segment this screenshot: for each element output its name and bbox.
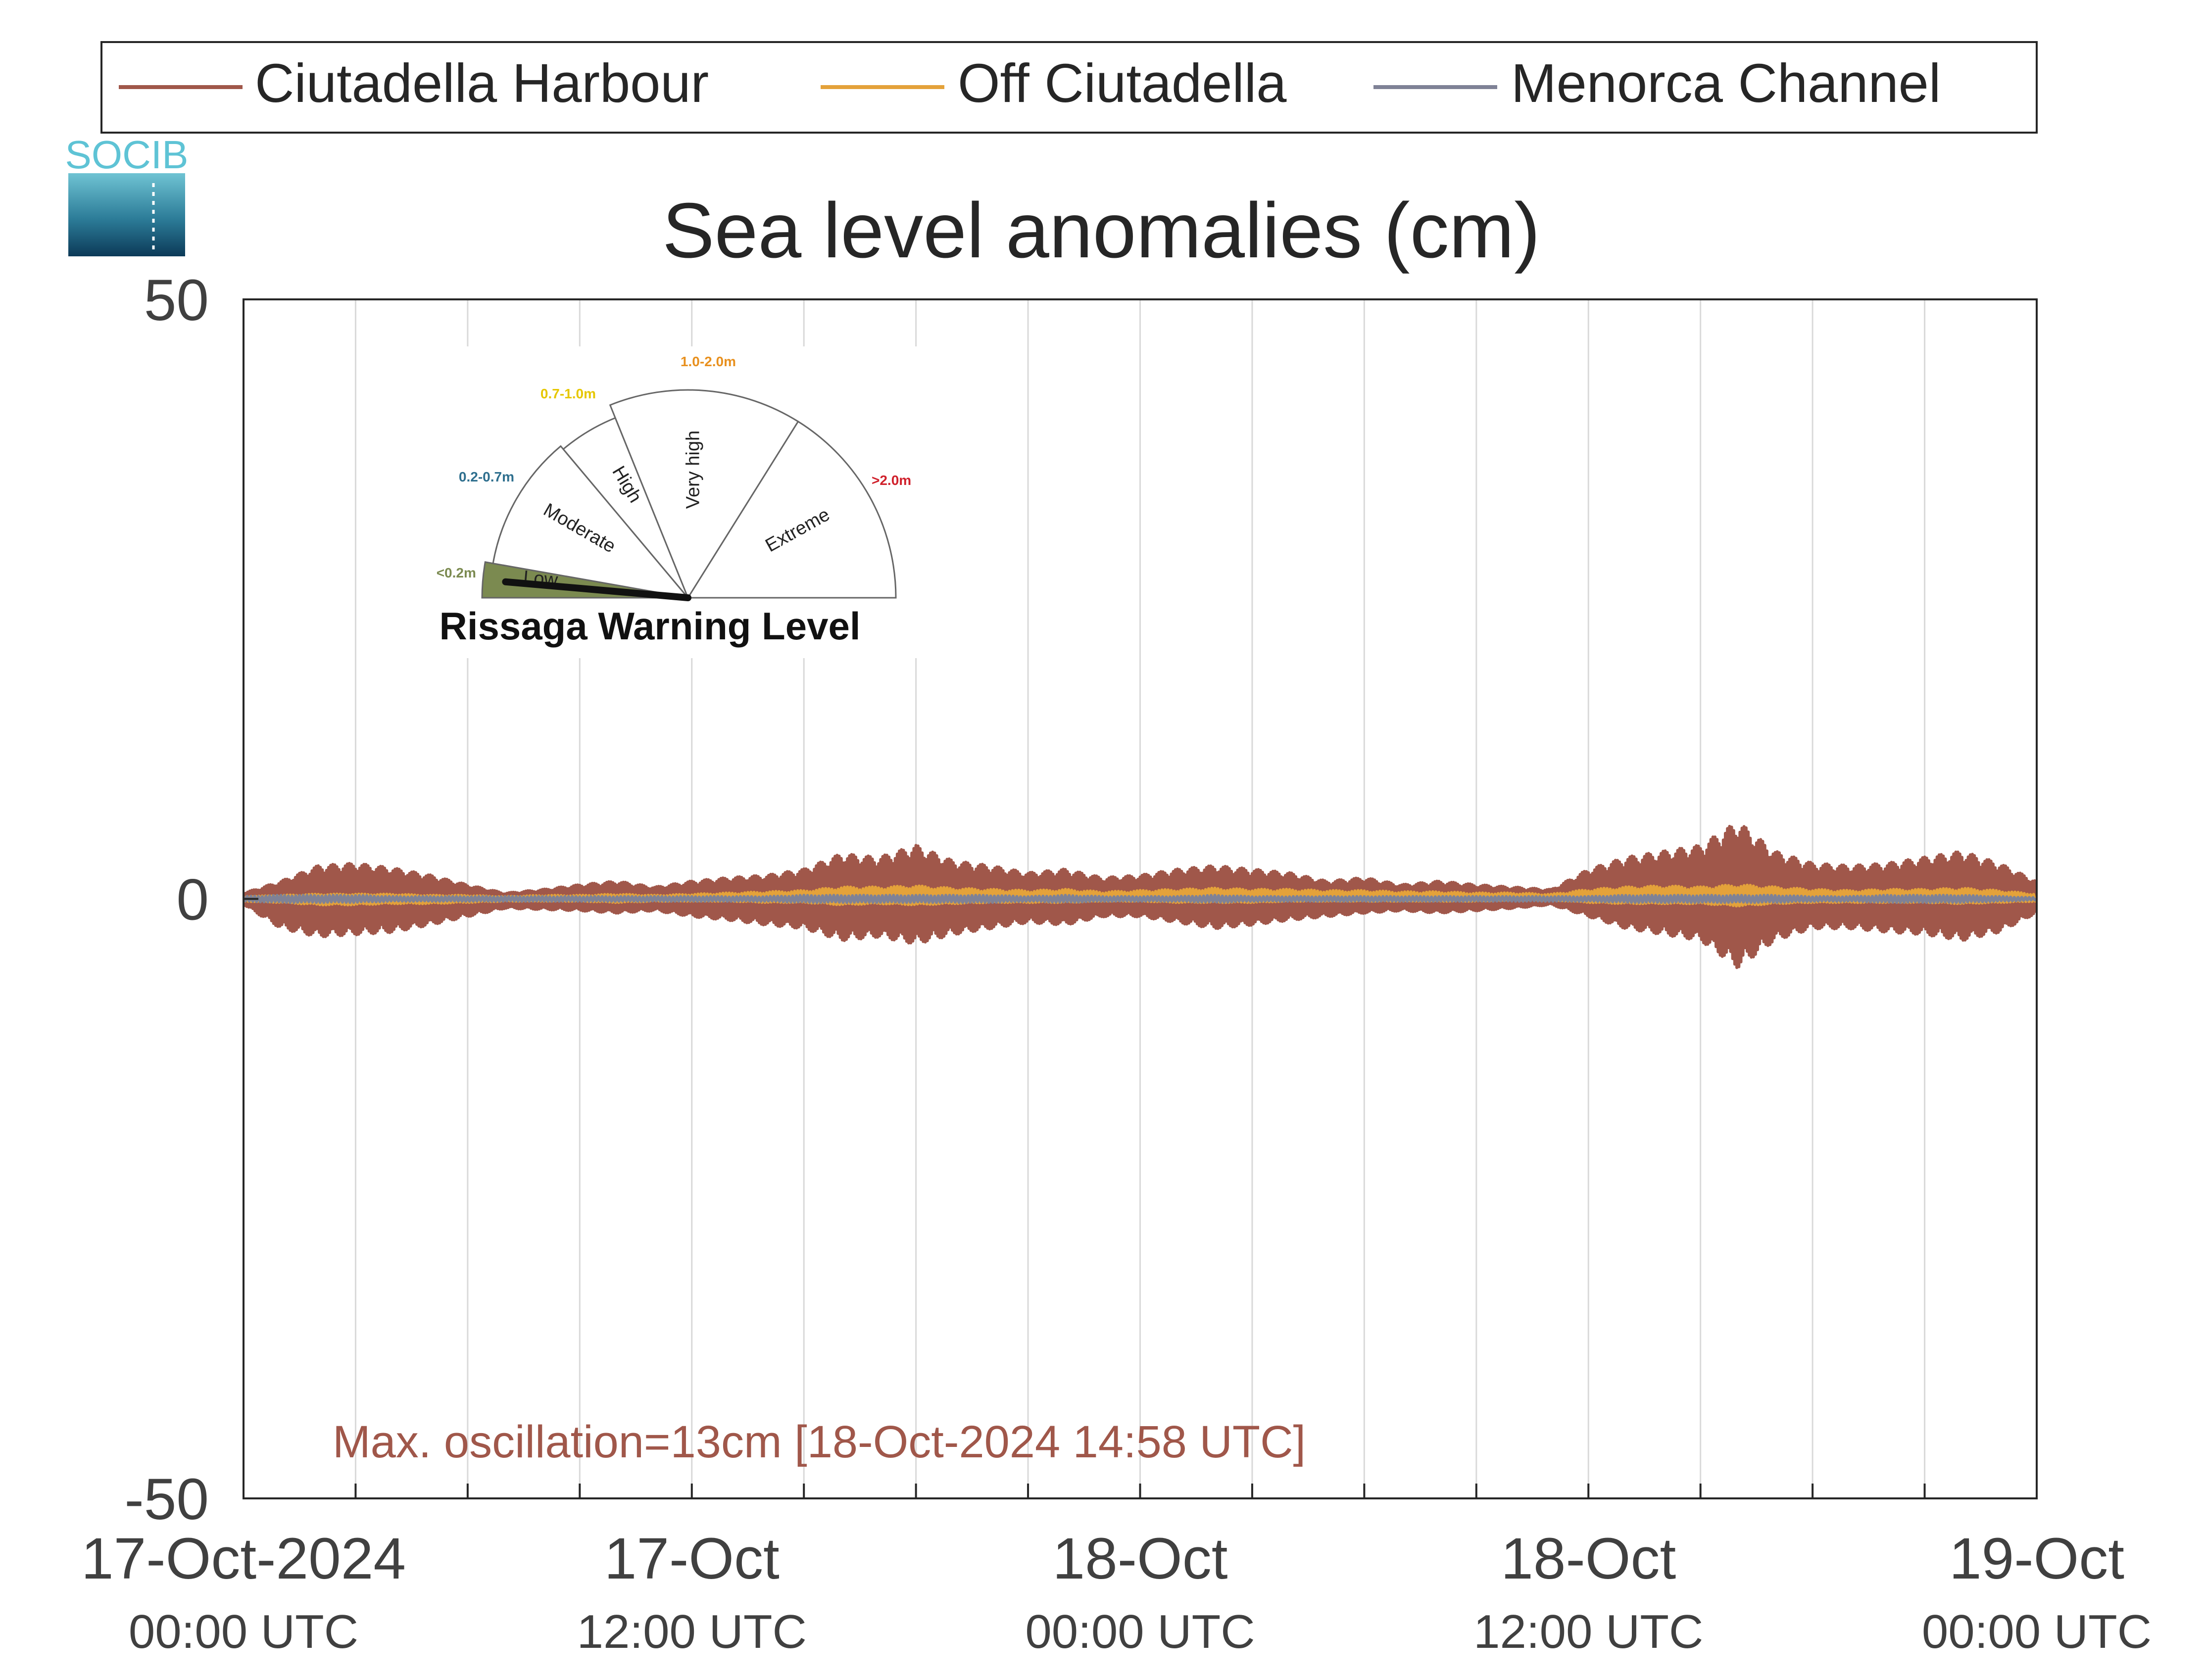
- gauge-needle: [502, 578, 691, 601]
- series-line-ciutadella-harbour: [244, 824, 2037, 969]
- logo-text: SOCIB: [65, 133, 189, 177]
- max-oscillation-annotation: Max. oscillation=13cm [18-Oct-2024 14:58…: [333, 1417, 1306, 1467]
- x-tick-label: 18-Oct: [1501, 1526, 1676, 1591]
- x-tick-sublabel: 00:00 UTC: [1025, 1605, 1255, 1658]
- gauge-title: Rissaga Warning Level: [439, 604, 860, 648]
- legend: Ciutadella Harbour Off Ciutadella Menorc…: [100, 41, 2038, 134]
- gauge-range-label: 1.0-2.0m: [681, 354, 736, 369]
- x-tick-sublabel: 12:00 UTC: [577, 1605, 807, 1658]
- x-tick-label: 18-Oct: [1052, 1526, 1227, 1591]
- x-tick-sublabel: 12:00 UTC: [1473, 1605, 1703, 1658]
- x-tick-sublabel: 00:00 UTC: [1922, 1605, 2152, 1658]
- legend-label-off-ciutadella: Off Ciutadella: [958, 53, 1287, 114]
- x-tick-sublabel: 00:00 UTC: [129, 1605, 358, 1658]
- legend-label-menorca-channel: Menorca Channel: [1511, 53, 1941, 114]
- legend-label-ciutadella-harbour: Ciutadella Harbour: [255, 53, 709, 114]
- y-tick-label: -50: [124, 1467, 209, 1532]
- gauge-range-label: >2.0m: [872, 473, 911, 488]
- x-ticks: 17-Oct-2024 00:00 UTC 17-Oct 12:00 UTC 18-Oc…: [81, 1484, 2152, 1658]
- y-tick-label: 50: [144, 268, 209, 333]
- series-line-menorca-channel: [244, 894, 2037, 904]
- gauge-range-label: <0.2m: [437, 565, 476, 580]
- x-tick-label: 17-Oct-2024: [81, 1526, 406, 1591]
- y-ticks: 50 0 -50: [124, 268, 258, 1532]
- gauge-range-label: 0.7-1.0m: [540, 386, 596, 401]
- gauge-range-label: 0.2-0.7m: [459, 469, 514, 484]
- chart-title: Sea level anomalies (cm): [662, 187, 1540, 274]
- y-tick-label: 0: [176, 867, 209, 933]
- x-tick-label: 17-Oct: [604, 1526, 780, 1591]
- logo-water: [68, 173, 185, 256]
- legend-box: [100, 41, 2038, 134]
- gauge-segment-moderate: [492, 445, 690, 599]
- socib-logo: SOCIB: [65, 133, 189, 256]
- series-layer: [244, 824, 2037, 969]
- gauge-segment-label: Very high: [683, 431, 704, 509]
- x-tick-label: 19-Oct: [1949, 1526, 2124, 1591]
- gauge-segment-very-high: [609, 389, 799, 600]
- gauge-segment-extreme: [686, 420, 897, 599]
